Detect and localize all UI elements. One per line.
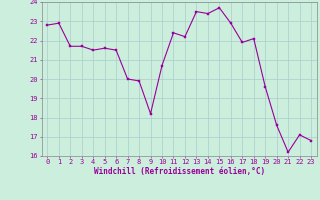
X-axis label: Windchill (Refroidissement éolien,°C): Windchill (Refroidissement éolien,°C) xyxy=(94,167,265,176)
